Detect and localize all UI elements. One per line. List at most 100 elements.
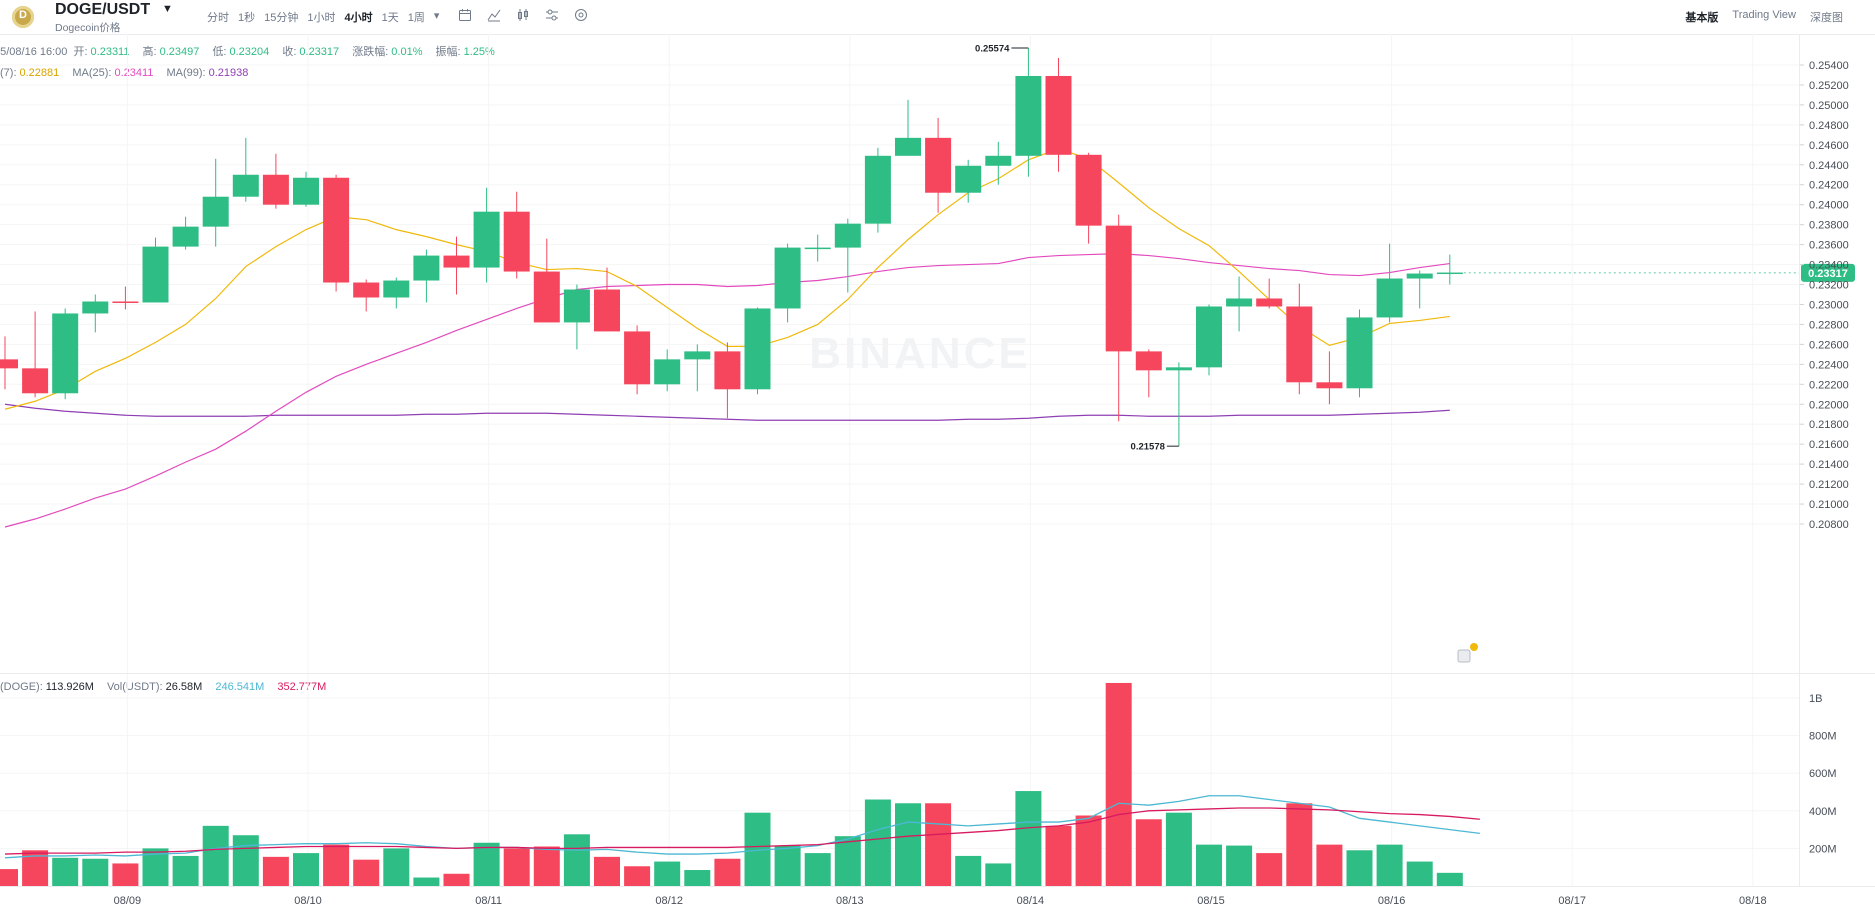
toolbar-icons (458, 8, 603, 24)
volume-bar (1015, 791, 1042, 886)
volume-bar (834, 836, 861, 886)
candlestick (22, 311, 49, 398)
volume-bar (1135, 819, 1162, 886)
mode-tab-depth[interactable]: 深度图 (1810, 12, 1843, 24)
pair-selector[interactable]: DOGE/USDT (55, 1, 151, 18)
legend-change-label: 涨跌幅: (352, 46, 389, 58)
date-tick-label: 08/16 (1378, 895, 1406, 907)
legend-vol-usdt-label: Vol(USDT): (106, 681, 163, 693)
candlestick (1346, 309, 1373, 398)
candle-body (293, 177, 319, 205)
date-tick-label: 08/17 (1558, 895, 1586, 907)
price-tick-label: 0.20800 (1809, 519, 1849, 531)
candle-body (864, 155, 891, 224)
legend-amp: 1.25% (463, 46, 495, 58)
candle-body (1196, 306, 1222, 368)
candle-body (202, 196, 229, 227)
volume-bar (353, 859, 380, 886)
volume-bar (323, 844, 350, 886)
candle-body (172, 226, 199, 247)
candle-body (1105, 225, 1132, 352)
price-tick-label: 0.24200 (1809, 180, 1849, 192)
candle-body (594, 289, 620, 332)
interval-tab-1w[interactable]: 1周 (407, 12, 425, 24)
price-tick-label: 0.22200 (1809, 379, 1849, 391)
price-tick-label: 0.21600 (1809, 439, 1849, 451)
interval-tab-4h[interactable]: 4小时 (344, 12, 373, 24)
volume-bar (1196, 844, 1222, 886)
candle-body (895, 137, 921, 156)
candle-body (232, 174, 259, 197)
chart-settings-icon[interactable] (545, 8, 561, 24)
price-tick-label: 0.23600 (1809, 240, 1849, 252)
volume-bar (142, 848, 169, 886)
candlestick (52, 308, 79, 400)
volume-bar (413, 877, 440, 886)
ohlc-legend: 25/08/16 16:00 开: 0.23311 高: 0.23497 低: 0.2… (0, 43, 505, 59)
chart-header: DOGE/USDT ▼ Dogecoin价格 分时 1秒 15分钟 1小时 4小… (0, 0, 1875, 35)
volume-bar (985, 863, 1012, 886)
candlestick (503, 191, 530, 279)
candlestick (895, 99, 921, 156)
price-tick-label: 0.22600 (1809, 339, 1849, 351)
candlestick (1075, 152, 1102, 244)
volume-bar (1376, 844, 1403, 886)
volume-bar (1406, 861, 1433, 886)
mode-tab-tradingview[interactable]: Trading View (1732, 9, 1796, 21)
legend-ma25: 0.23411 (114, 67, 154, 79)
legend-ma25-label: MA(25): (72, 67, 112, 79)
candle-body (473, 211, 500, 268)
interval-tab-timeline[interactable]: 分时 (207, 12, 229, 24)
interval-tab-15m[interactable]: 15分钟 (264, 12, 299, 24)
indicator-icon[interactable] (487, 8, 503, 24)
candlestick (1316, 351, 1343, 405)
candlestick (1135, 349, 1162, 398)
volume-bar (563, 834, 590, 886)
high-marker-label: 0.25574 (975, 44, 1010, 55)
candle-body (503, 211, 530, 272)
volume-bar (82, 858, 109, 886)
volume-bar (1256, 853, 1283, 886)
candlestick (925, 117, 952, 213)
ma-legend: (7): 0.22881 MA(25): 0.23411 MA(99): 0.2193… (0, 67, 258, 79)
gear-icon[interactable] (574, 8, 590, 24)
candle-type-icon[interactable] (516, 8, 532, 24)
candle-body (22, 368, 49, 394)
view-mode-tabs: 基本版 Trading View 深度图 (1685, 9, 1843, 25)
volume-bar (594, 856, 620, 886)
date-tick-label: 08/15 (1197, 895, 1225, 907)
interval-more-icon[interactable]: ▾ (433, 10, 440, 22)
low-marker-label: 0.21578 (1131, 442, 1165, 453)
candle-body (1406, 273, 1433, 279)
candle-body (714, 351, 741, 390)
caret-down-icon[interactable]: ▼ (162, 3, 173, 15)
event-flag-icon (1457, 643, 1478, 663)
interval-tab-1h[interactable]: 1小时 (307, 12, 336, 24)
interval-tab-1d[interactable]: 1天 (381, 12, 399, 24)
legend-ma7-label: (7): (0, 67, 17, 79)
volume-tick-label: 1B (1809, 693, 1822, 705)
volume-bar (443, 873, 470, 886)
legend-vol-ma-a: 246.541M (215, 681, 265, 693)
candlestick (383, 277, 410, 309)
candle-body (1226, 298, 1253, 307)
coin-subtitle[interactable]: Dogecoin价格 (55, 22, 121, 34)
candlestick (142, 237, 169, 303)
interval-tab-1s[interactable]: 1秒 (238, 12, 256, 24)
dogecoin-logo (12, 6, 34, 28)
volume-bar (1286, 803, 1313, 886)
candle-body (925, 137, 952, 193)
price-tick-label: 0.25400 (1809, 60, 1849, 72)
volume-bar (1075, 815, 1102, 886)
volume-bar (1226, 845, 1253, 886)
calendar-icon[interactable] (458, 8, 474, 24)
volume-tick-label: 600M (1809, 768, 1837, 780)
candlestick (0, 336, 18, 390)
volume-bar (22, 850, 49, 886)
candle-body (1165, 367, 1192, 371)
legend-open-label: 开: (73, 46, 88, 58)
volume-bar (262, 856, 289, 886)
candle-body (52, 313, 79, 394)
candlestick (413, 249, 440, 303)
mode-tab-basic[interactable]: 基本版 (1685, 12, 1719, 24)
